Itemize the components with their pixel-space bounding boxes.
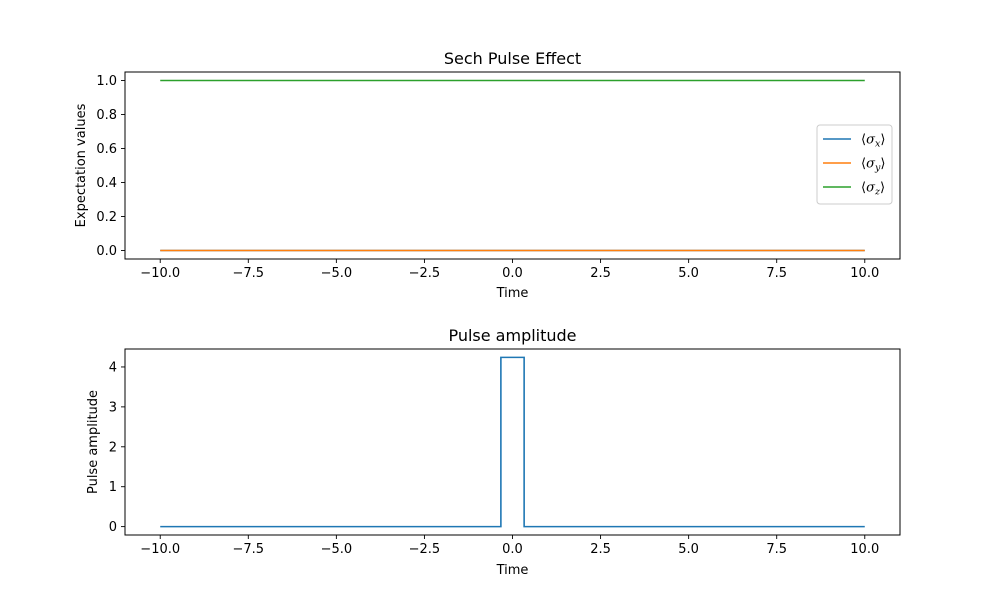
series-lines	[160, 79, 865, 252]
y-tick-label: 1.0	[96, 74, 117, 89]
legend-label: ⟨σx⟩	[861, 133, 885, 150]
x-tick-label: −7.5	[233, 542, 265, 557]
x-tick-label: 10.0	[850, 542, 879, 557]
legend-item: ⟨σx⟩	[823, 133, 885, 150]
legend-box	[816, 124, 893, 205]
x-tick-label: −7.5	[233, 266, 265, 281]
x-tick-label: −5.0	[321, 266, 353, 281]
x-tick-label: 0.0	[502, 542, 523, 557]
series-lines	[160, 356, 865, 528]
x-tick-label: 0.0	[502, 266, 523, 281]
legend-label: ⟨σz⟩	[861, 181, 885, 198]
legend-label: ⟨σy⟩	[861, 157, 885, 174]
series-line-0	[160, 356, 865, 528]
x-tick-label: 2.5	[590, 266, 611, 281]
y-axis-ticks: 0 1 2 3 4	[109, 360, 125, 535]
x-tick-label: −2.5	[409, 266, 441, 281]
legend-item: ⟨σz⟩	[823, 181, 885, 198]
y-tick-label: 0.8	[96, 108, 117, 123]
y-tick-label: 0.4	[96, 176, 117, 191]
x-tick-label: 5.0	[678, 542, 699, 557]
y-tick-label: 0.2	[96, 210, 117, 225]
x-axis-label: Time	[496, 563, 529, 578]
plot-title: Sech Pulse Effect	[444, 49, 581, 68]
x-tick-label: −2.5	[409, 542, 441, 557]
y-tick-label: 0	[109, 520, 117, 535]
y-tick-label: 4	[109, 360, 117, 375]
x-tick-label: 7.5	[766, 542, 787, 557]
x-tick-label: −10.0	[140, 542, 180, 557]
y-tick-label: 2	[109, 440, 117, 455]
y-tick-label: 0.6	[96, 142, 117, 157]
x-tick-label: −10.0	[140, 266, 180, 281]
legend: ⟨σx⟩ ⟨σy⟩ ⟨σz⟩	[816, 124, 893, 205]
y-axis-label: Expectation values	[74, 103, 89, 227]
y-axis-label: Pulse amplitude	[86, 390, 101, 494]
x-tick-label: 5.0	[678, 266, 699, 281]
expectation-values-plot: Sech Pulse Effect −10.0 −7.5 −5.0 −2.5 0.0 2.…	[74, 49, 901, 301]
legend-item: ⟨σy⟩	[823, 157, 885, 174]
y-axis-ticks: 0.0 0.2 0.4 0.6 0.8 1.0	[96, 74, 125, 259]
x-tick-label: 2.5	[590, 542, 611, 557]
y-tick-label: 1	[109, 480, 117, 495]
x-tick-label: 10.0	[850, 266, 879, 281]
x-tick-label: −5.0	[321, 542, 353, 557]
plot-title: Pulse amplitude	[448, 326, 576, 345]
x-tick-label: 7.5	[766, 266, 787, 281]
y-tick-label: 0.0	[96, 244, 117, 259]
x-axis-ticks: −10.0 −7.5 −5.0 −2.5 0.0 2.5 5.0 7.5 10.0	[140, 259, 879, 281]
y-tick-label: 3	[109, 400, 117, 415]
x-axis-label: Time	[496, 286, 529, 301]
x-axis-ticks: −10.0 −7.5 −5.0 −2.5 0.0 2.5 5.0 7.5 10.0	[140, 535, 879, 557]
pulse-amplitude-plot: Pulse amplitude −10.0 −7.5 −5.0 −2.5 0.0 2.5 5…	[86, 326, 901, 578]
